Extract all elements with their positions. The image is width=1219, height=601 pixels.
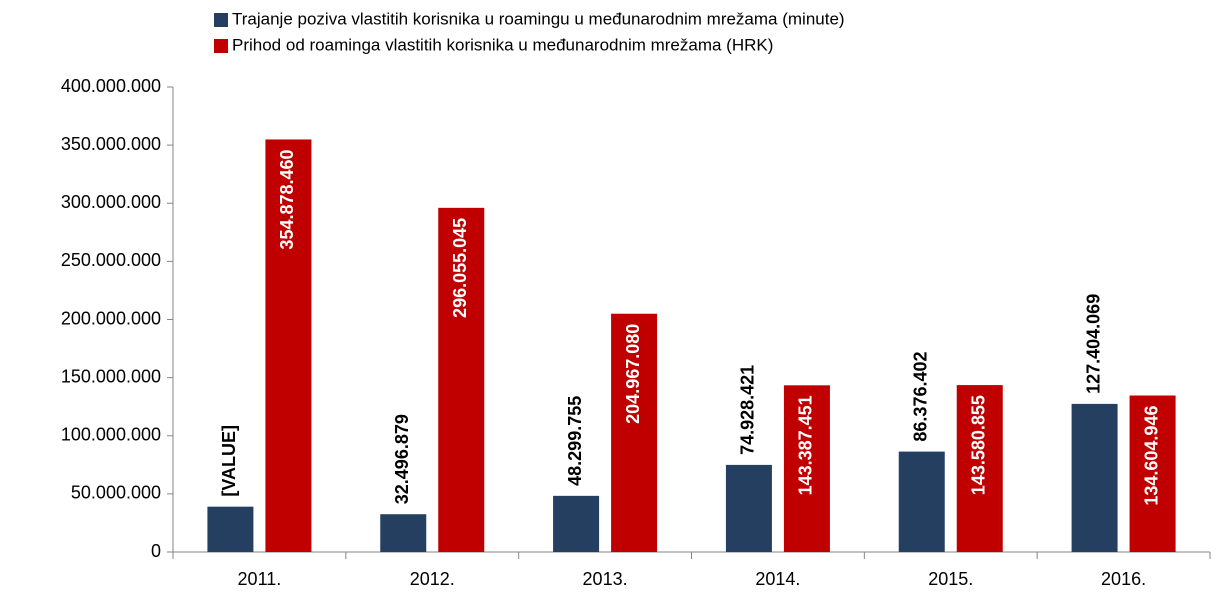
x-tick-label: 2016. xyxy=(1101,569,1146,589)
bar xyxy=(265,139,312,552)
bar xyxy=(553,495,600,552)
value-label: 32.496.879 xyxy=(392,414,412,504)
bar xyxy=(207,506,254,552)
y-tick-label: 100.000.000 xyxy=(61,425,161,445)
bar xyxy=(611,313,658,552)
legend-label: Prihod od roaminga vlastitih korisnika u… xyxy=(232,35,773,54)
y-tick-label: 350.000.000 xyxy=(61,134,161,154)
bar xyxy=(438,207,485,553)
bar xyxy=(898,451,945,552)
value-label: [VALUE] xyxy=(219,425,239,497)
value-label: 127.404.069 xyxy=(1083,294,1103,394)
y-tick-label: 400.000.000 xyxy=(61,76,161,96)
legend-swatch xyxy=(214,39,228,53)
bar xyxy=(1129,395,1176,552)
x-tick-label: 2014. xyxy=(755,569,800,589)
value-label: 74.928.421 xyxy=(738,365,758,455)
x-tick-label: 2012. xyxy=(410,569,455,589)
x-tick-label: 2011. xyxy=(238,569,282,589)
value-label: 143.387.451 xyxy=(796,395,816,495)
value-label: 134.604.946 xyxy=(1141,406,1161,506)
value-label: 86.376.402 xyxy=(911,351,931,441)
bar xyxy=(956,385,1003,552)
y-tick-label: 50.000.000 xyxy=(71,483,161,503)
y-tick-label: 0 xyxy=(151,541,161,561)
y-tick-label: 300.000.000 xyxy=(61,192,161,212)
y-tick-label: 200.000.000 xyxy=(61,308,161,328)
bar xyxy=(725,464,772,552)
bar xyxy=(380,514,427,552)
y-tick-label: 150.000.000 xyxy=(61,366,161,386)
value-label: 354.878.460 xyxy=(277,149,297,249)
bar xyxy=(1071,403,1118,552)
value-label: 143.580.855 xyxy=(969,395,989,495)
legend-swatch xyxy=(214,13,228,27)
x-tick-label: 2013. xyxy=(583,569,628,589)
legend-label: Trajanje poziva vlastitih korisnika u ro… xyxy=(232,9,845,28)
value-label: 48.299.755 xyxy=(565,396,585,486)
value-label: 204.967.080 xyxy=(623,324,643,424)
y-tick-label: 250.000.000 xyxy=(61,250,161,270)
value-label: 296.055.045 xyxy=(450,218,470,318)
x-tick-label: 2015. xyxy=(928,569,973,589)
bar xyxy=(783,385,830,552)
